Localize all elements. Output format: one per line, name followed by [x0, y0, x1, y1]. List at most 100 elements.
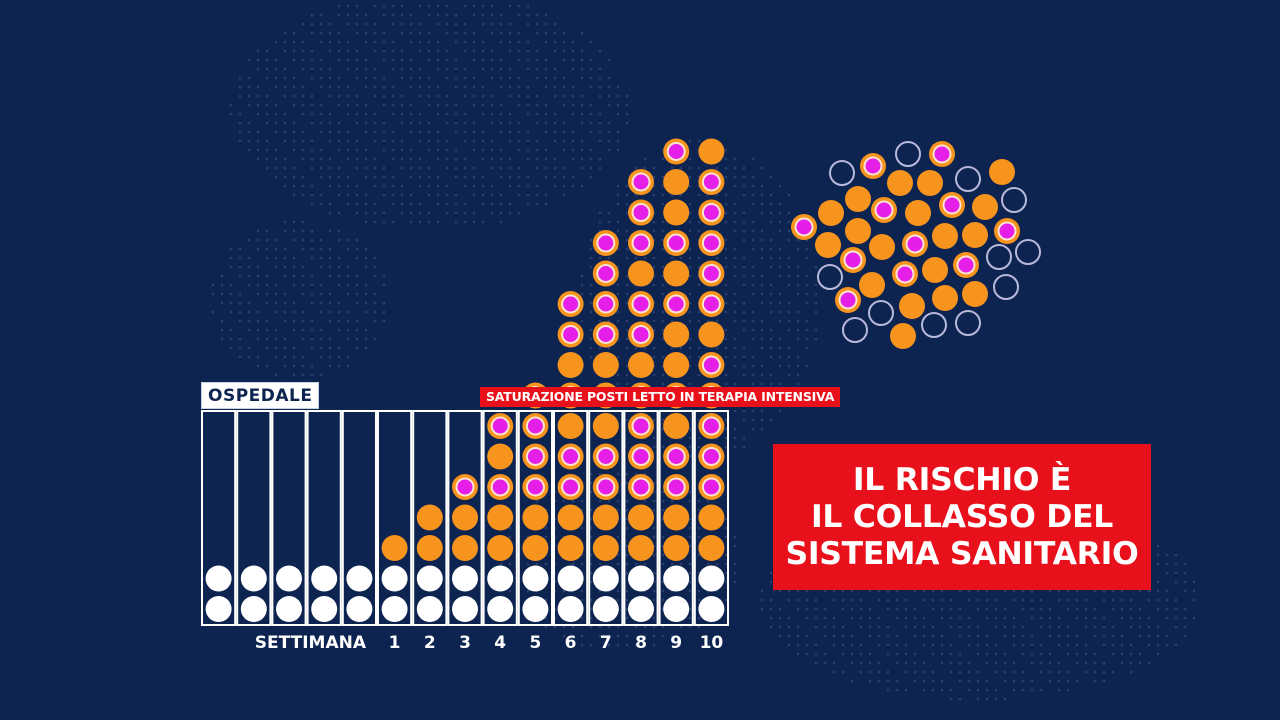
map-dot [1174, 571, 1178, 575]
week-tick-label: 6 [565, 633, 577, 653]
map-dot [400, 202, 404, 206]
map-dot [274, 373, 278, 377]
map-dot [1093, 670, 1097, 674]
map-dot [607, 634, 611, 638]
map-dot [661, 319, 665, 323]
map-dot [625, 517, 629, 521]
map-dot [310, 76, 314, 80]
map-dot [652, 346, 656, 350]
map-dot [409, 103, 413, 107]
map-dot [301, 67, 305, 71]
map-dot [742, 436, 746, 440]
map-dot [409, 76, 413, 80]
map-dot [400, 13, 404, 17]
map-dot [508, 67, 512, 71]
map-dot [409, 58, 413, 62]
map-dot [940, 652, 944, 656]
map-dot [481, 103, 485, 107]
map-dot [391, 184, 395, 188]
map-dot [715, 319, 719, 323]
overflow-dot [899, 293, 925, 319]
map-dot [760, 427, 764, 431]
map-dot [688, 166, 692, 170]
map-dot [796, 274, 800, 278]
map-dot [958, 670, 962, 674]
map-dot [1075, 679, 1079, 683]
map-dot [661, 337, 665, 341]
map-dot [751, 283, 755, 287]
map-dot [751, 265, 755, 269]
map-dot [499, 40, 503, 44]
map-dot [454, 166, 458, 170]
map-dot [454, 103, 458, 107]
map-dot [1147, 625, 1151, 629]
map-dot [337, 364, 341, 368]
headline-line-3: SISTEMA SANITARIO [785, 535, 1139, 572]
map-dot [535, 121, 539, 125]
map-dot [328, 364, 332, 368]
map-dot [580, 58, 584, 62]
map-dot [751, 409, 755, 413]
map-dot [733, 202, 737, 206]
map-dot [760, 598, 764, 602]
map-dot [742, 274, 746, 278]
map-dot [526, 184, 530, 188]
map-dot [562, 148, 566, 152]
map-dot [940, 688, 944, 692]
map-dot [283, 247, 287, 251]
map-dot [346, 22, 350, 26]
map-dot [1102, 634, 1106, 638]
map-dot [751, 373, 755, 377]
map-dot [310, 121, 314, 125]
map-dot [778, 211, 782, 215]
map-dot [760, 238, 764, 242]
map-dot [526, 13, 530, 17]
map-dot [1003, 697, 1007, 701]
map-dot [346, 265, 350, 269]
map-dot [499, 130, 503, 134]
map-dot [328, 175, 332, 179]
map-dot [382, 148, 386, 152]
map-dot [661, 292, 665, 296]
map-dot [940, 616, 944, 620]
map-dot [724, 562, 728, 566]
patient-dot [557, 413, 584, 439]
map-dot [661, 382, 665, 386]
map-dot [427, 103, 431, 107]
hospital-columns [201, 410, 729, 626]
map-dot [733, 427, 737, 431]
map-dot [652, 310, 656, 314]
map-dot [247, 148, 251, 152]
map-dot [589, 607, 593, 611]
map-dot [319, 346, 323, 350]
map-dot [616, 589, 620, 593]
map-dot [589, 526, 593, 530]
map-dot [805, 598, 809, 602]
map-dot [1057, 616, 1061, 620]
map-dot [778, 319, 782, 323]
map-dot [589, 571, 593, 575]
map-dot [751, 202, 755, 206]
patient-dot [592, 565, 619, 592]
map-dot [652, 436, 656, 440]
map-dot [454, 121, 458, 125]
map-dot [1021, 589, 1025, 593]
map-dot [724, 436, 728, 440]
map-dot [553, 175, 557, 179]
map-dot [742, 445, 746, 449]
map-dot [895, 643, 899, 647]
map-dot [472, 94, 476, 98]
map-dot [544, 535, 548, 539]
map-dot [778, 409, 782, 413]
map-dot [571, 67, 575, 71]
map-dot [760, 202, 764, 206]
map-dot [535, 499, 539, 503]
map-dot [724, 355, 728, 359]
map-dot [616, 535, 620, 539]
map-dot [796, 265, 800, 269]
map-dot [616, 382, 620, 386]
map-dot [229, 337, 233, 341]
patient-dot [557, 352, 584, 378]
map-dot [328, 40, 332, 44]
map-dot [400, 76, 404, 80]
